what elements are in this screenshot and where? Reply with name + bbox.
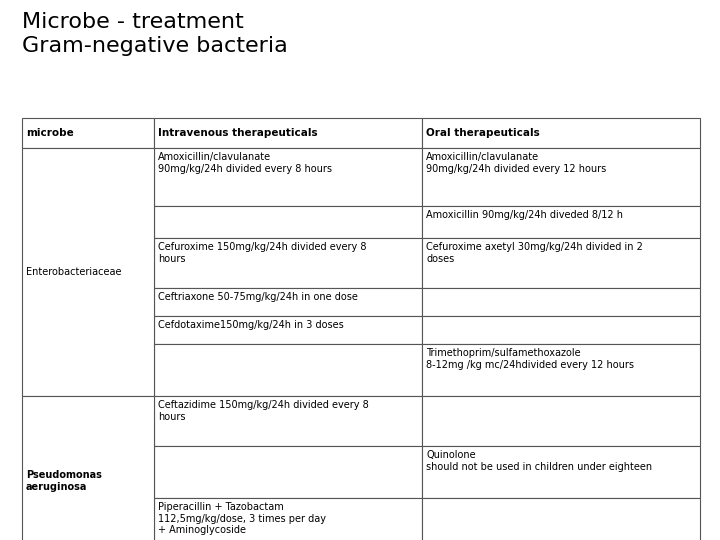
Bar [154,148,422,206]
Bar [422,118,700,148]
Bar [422,316,700,344]
Bar [22,396,154,540]
Text: Microbe - treatment
Gram-negative bacteria: Microbe - treatment Gram-negative bacter… [22,12,288,56]
Bar [154,498,422,540]
Bar [422,206,700,238]
Text: microbe: microbe [26,128,73,138]
Bar [154,288,422,316]
Text: Enterobacteriaceae: Enterobacteriaceae [26,267,122,277]
Text: Ceftazidime 150mg/kg/24h divided every 8
hours: Ceftazidime 150mg/kg/24h divided every 8… [158,400,369,422]
Text: Cefuroxime axetyl 30mg/kg/24h divided in 2
doses: Cefuroxime axetyl 30mg/kg/24h divided in… [426,242,643,264]
Text: Cefdotaxime150mg/kg/24h in 3 doses: Cefdotaxime150mg/kg/24h in 3 doses [158,320,344,330]
Bar [154,206,422,238]
Text: Pseudomonas
aeruginosa: Pseudomonas aeruginosa [26,470,102,492]
Bar [422,148,700,206]
Text: Intravenous therapeuticals: Intravenous therapeuticals [158,128,318,138]
Text: Trimethoprim/sulfamethoxazole
8-12mg /kg mc/24hdivided every 12 hours: Trimethoprim/sulfamethoxazole 8-12mg /kg… [426,348,634,369]
Text: Ceftriaxone 50-75mg/kg/24h in one dose: Ceftriaxone 50-75mg/kg/24h in one dose [158,292,358,302]
Bar [154,316,422,344]
Bar [154,396,422,446]
Text: Piperacillin + Tazobactam
112,5mg/kg/dose, 3 times per day
+ Aminoglycoside: Piperacillin + Tazobactam 112,5mg/kg/dos… [158,502,326,535]
Bar [422,446,700,498]
Bar [154,344,422,396]
Bar [22,148,154,396]
Bar [154,238,422,288]
Bar [154,446,422,498]
Text: Amoxicillin/clavulanate
90mg/kg/24h divided every 12 hours: Amoxicillin/clavulanate 90mg/kg/24h divi… [426,152,606,173]
Bar [422,396,700,446]
Text: Quinolone
should not be used in children under eighteen: Quinolone should not be used in children… [426,450,652,471]
Bar [422,344,700,396]
Bar [22,118,154,148]
Bar [422,498,700,540]
Bar [422,288,700,316]
Text: Oral therapeuticals: Oral therapeuticals [426,128,540,138]
Bar [154,118,422,148]
Text: Amoxicillin 90mg/kg/24h diveded 8/12 h: Amoxicillin 90mg/kg/24h diveded 8/12 h [426,210,623,220]
Bar [422,238,700,288]
Text: Amoxicillin/clavulanate
90mg/kg/24h divided every 8 hours: Amoxicillin/clavulanate 90mg/kg/24h divi… [158,152,332,173]
Text: Cefuroxime 150mg/kg/24h divided every 8
hours: Cefuroxime 150mg/kg/24h divided every 8 … [158,242,366,264]
